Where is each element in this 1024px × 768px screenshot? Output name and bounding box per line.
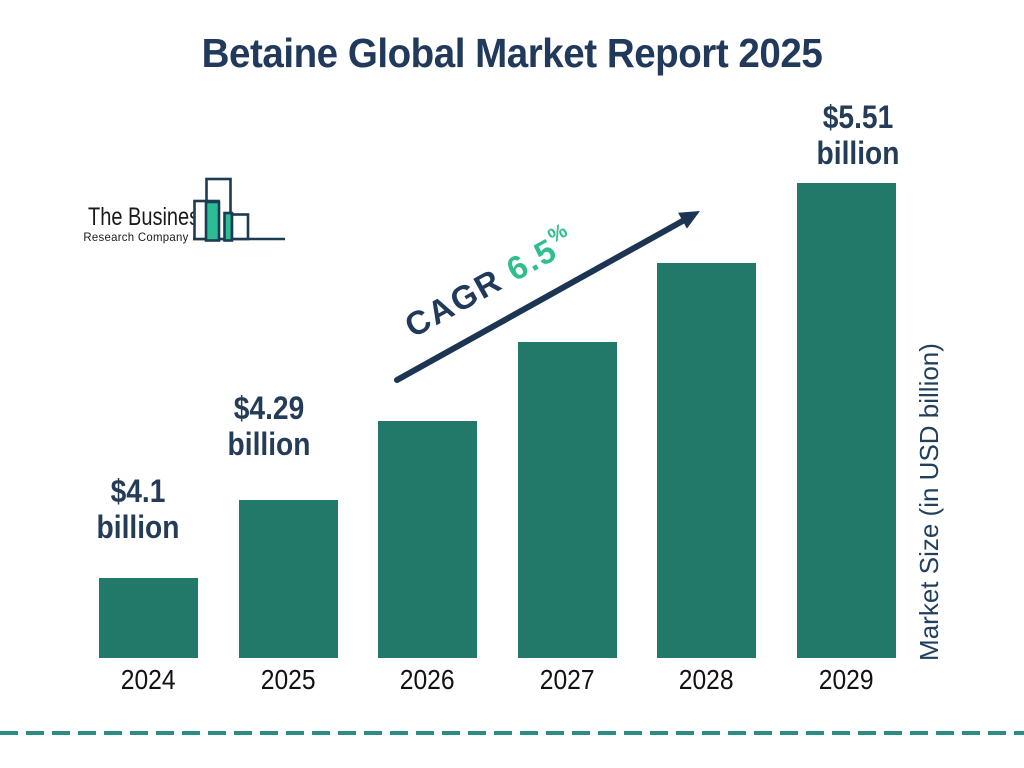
bar-2029 [796,183,896,658]
bar-chart-logo-icon [193,177,285,242]
bottom-dashed-line [0,731,1024,735]
x-tick-2027: 2027 [539,664,595,695]
value-label-2029: $5.51 billion [816,99,900,171]
bar-2024 [99,578,198,658]
y-axis-label: Market Size (in USD billion) [914,343,944,661]
page-title: Betaine Global Market Report 2025 [201,30,823,76]
bar-2027 [517,342,617,658]
x-tick-2028: 2028 [679,664,734,695]
x-tick-2026: 2026 [400,664,455,695]
x-tick-2025: 2025 [260,664,316,695]
logo-company-name: The Business [88,203,210,231]
bar-2028 [657,263,756,658]
bar-2025 [238,500,338,658]
cagr-trend-arrow [394,211,700,383]
logo-text: The Business Research Company [76,203,210,244]
value-label-2024: $4.1 billion [96,473,179,545]
x-tick-2029: 2029 [818,664,874,695]
x-tick-2024: 2024 [121,664,176,695]
logo-company-subtitle: Research Company [83,230,189,244]
bar-2026 [378,421,477,658]
value-label-2025: $4.29 billion [227,390,311,462]
